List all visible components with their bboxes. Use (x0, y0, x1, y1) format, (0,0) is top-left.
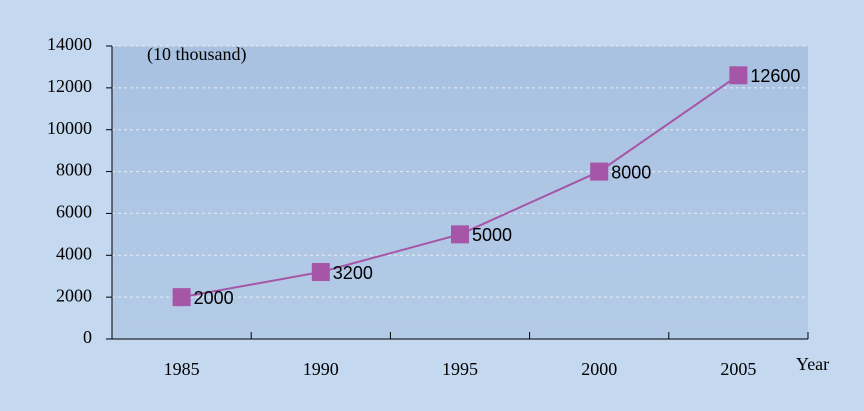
plot-area (112, 46, 808, 339)
x-tick-label: 1990 (303, 359, 339, 379)
x-tick-label: 2000 (581, 359, 617, 379)
y-tick-label: 2000 (56, 285, 92, 305)
data-label: 12600 (750, 66, 800, 86)
y-axis-label: (10 thousand) (147, 44, 246, 65)
y-tick-label: 4000 (56, 243, 92, 263)
marker (451, 225, 469, 244)
marker (729, 66, 748, 85)
x-axis-label: Year (796, 354, 829, 374)
x-tick-label: 2005 (720, 359, 756, 379)
data-label: 5000 (472, 225, 512, 245)
x-tick-label: 1995 (442, 359, 478, 379)
y-tick-label: 8000 (56, 160, 92, 180)
y-tick-label: 0 (83, 327, 92, 347)
marker (311, 263, 330, 282)
y-tick-label: 6000 (56, 202, 92, 222)
y-tick-label: 12000 (47, 76, 92, 96)
data-label: 3200 (333, 263, 373, 283)
x-tick-label: 1985 (164, 359, 200, 379)
marker (172, 288, 191, 307)
data-label: 2000 (194, 288, 234, 308)
data-label: 8000 (611, 162, 651, 182)
y-tick-label: 14000 (47, 34, 92, 54)
marker (590, 162, 609, 181)
y-tick-label: 10000 (47, 118, 92, 138)
